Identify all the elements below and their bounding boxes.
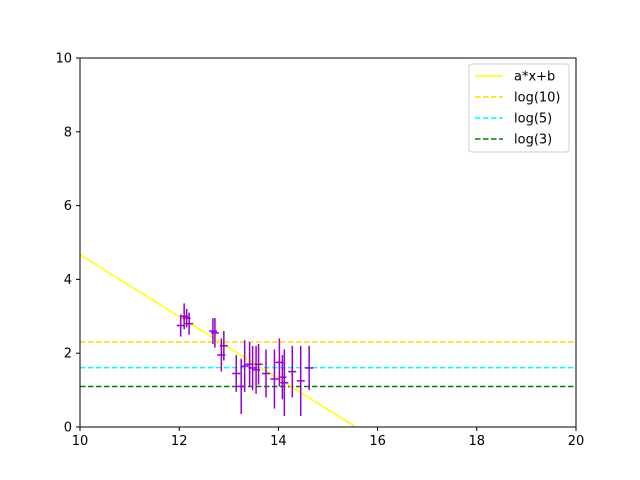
legend: a*x+b log(10) log(5) log(3) [468, 63, 570, 153]
x-tick-label: 20 [568, 434, 585, 449]
y-tick-label: 6 [64, 199, 72, 214]
axes-frame [79, 57, 577, 428]
plot-area [80, 254, 576, 427]
legend-label: a*x+b [514, 70, 555, 85]
errorbar-point [237, 358, 246, 415]
errorbar-point [248, 345, 257, 391]
legend-box [468, 63, 570, 153]
errorbar-point [270, 349, 279, 409]
x-tick-label: 16 [369, 434, 386, 449]
legend-label: log(5) [514, 112, 552, 127]
y-tick-label: 2 [64, 347, 72, 362]
errorbar-point [296, 345, 305, 416]
legend-label: log(3) [514, 133, 552, 148]
errorbar-point [232, 355, 241, 392]
x-tick-label: 10 [72, 434, 89, 449]
y-tick-label: 8 [64, 125, 72, 140]
errorbar-point [262, 349, 270, 398]
plot-content [80, 254, 576, 427]
errorbar-point [185, 312, 194, 335]
x-tick-label: 12 [171, 434, 188, 449]
y-tick-label: 0 [64, 421, 72, 436]
errorbar-point [176, 314, 185, 337]
x-tick-label: 18 [469, 434, 486, 449]
errorbar-point [210, 318, 219, 348]
y-tick-label: 10 [55, 52, 72, 67]
x-tick-label: 14 [270, 434, 287, 449]
errorbar-point [219, 331, 228, 361]
legend-label: log(10) [514, 91, 561, 106]
errorbar-point [240, 340, 249, 392]
errorbar-point [254, 343, 263, 385]
axes: 10 12 14 16 18 20 0 2 4 6 8 10 [55, 52, 584, 450]
fit-line [80, 254, 357, 427]
errorbar-point [280, 349, 289, 416]
errorbar-point [305, 345, 314, 391]
y-tick-label: 4 [64, 273, 72, 288]
errorbar-point [288, 345, 297, 398]
